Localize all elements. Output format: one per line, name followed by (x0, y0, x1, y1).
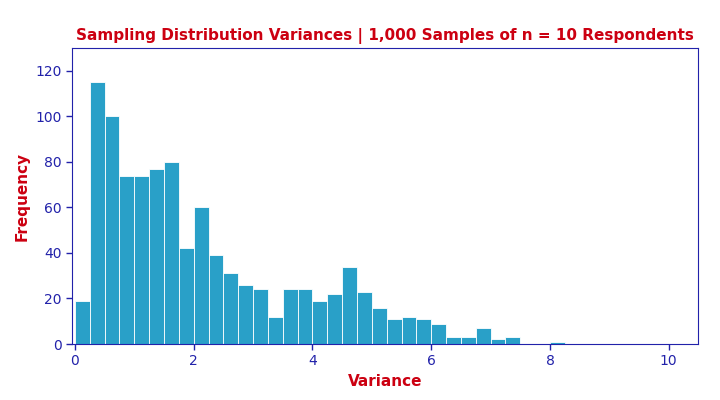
Bar (312, 301, 328, 344)
Bar (209, 255, 223, 344)
Title: Sampling Distribution Variances | 1,000 Samples of n = 10 Respondents: Sampling Distribution Variances | 1,000 … (76, 28, 694, 44)
Bar (135, 176, 149, 344)
Y-axis label: Frequency: Frequency (14, 152, 30, 240)
Bar (104, 116, 120, 344)
Bar (268, 317, 283, 344)
Bar (550, 342, 564, 344)
Bar (238, 285, 253, 344)
Bar (120, 176, 135, 344)
Bar (297, 289, 312, 344)
Bar (149, 169, 164, 344)
Bar (446, 337, 461, 344)
Bar (164, 162, 179, 344)
Bar (372, 308, 387, 344)
Bar (461, 337, 476, 344)
Bar (357, 292, 372, 344)
Bar (75, 301, 90, 344)
Bar (328, 294, 342, 344)
Bar (90, 82, 104, 344)
Bar (283, 289, 297, 344)
Bar (505, 337, 521, 344)
Bar (387, 319, 402, 344)
X-axis label: Variance: Variance (348, 374, 423, 389)
Bar (431, 324, 446, 344)
Bar (223, 274, 238, 344)
Bar (342, 266, 357, 344)
Bar (476, 328, 490, 344)
Bar (253, 289, 268, 344)
Bar (490, 340, 505, 344)
Bar (402, 317, 416, 344)
Bar (194, 207, 209, 344)
Bar (416, 319, 431, 344)
Bar (179, 248, 194, 344)
